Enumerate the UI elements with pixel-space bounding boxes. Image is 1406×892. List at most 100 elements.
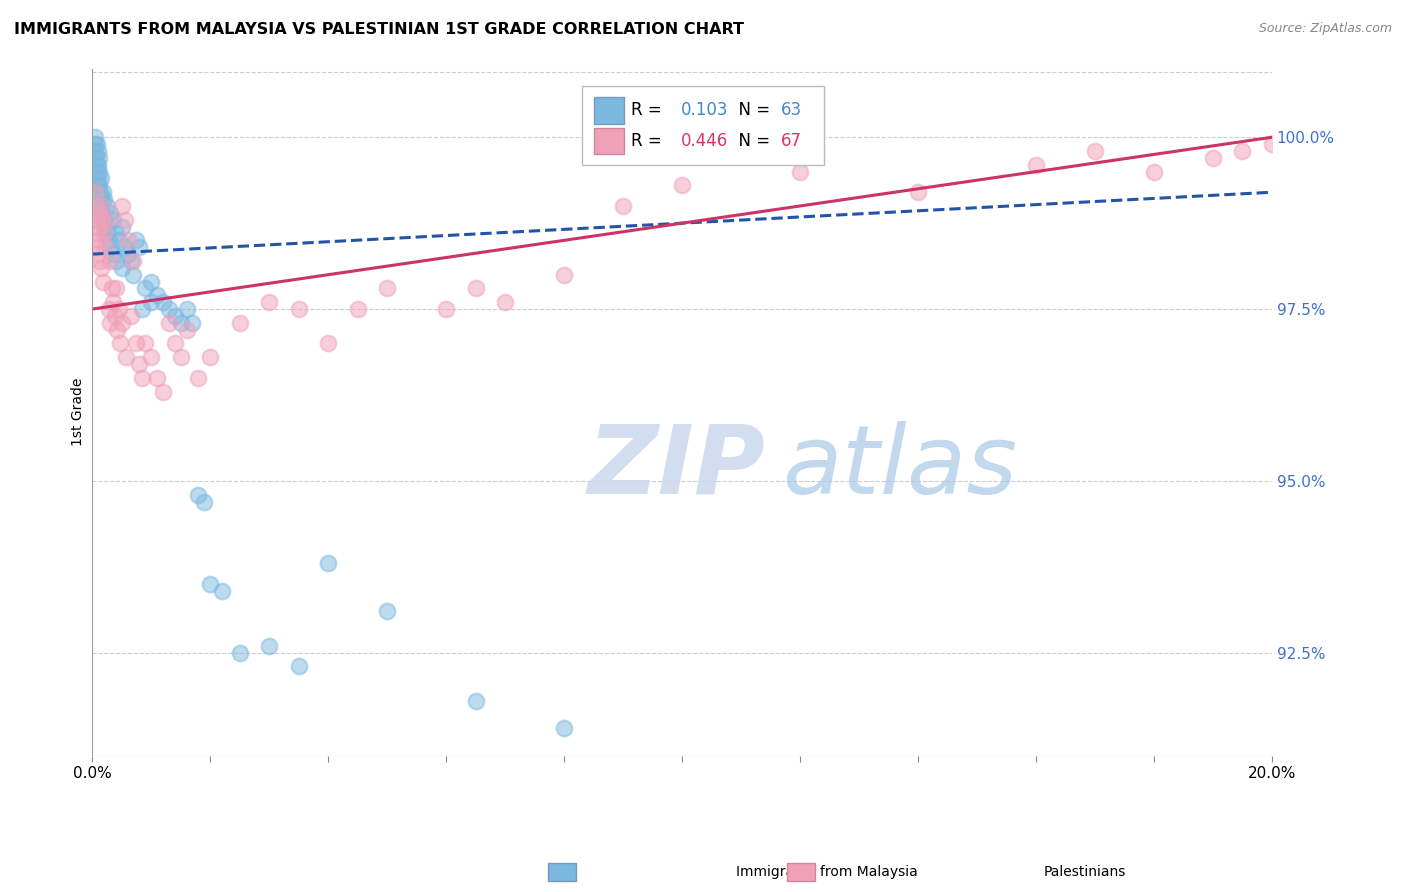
Point [163,336,186,351]
Text: ZIP: ZIP [588,421,765,514]
Point [187,488,209,502]
Point [1084,144,1107,158]
Text: N =: N = [728,102,776,120]
Point [117,233,139,247]
Point [87,206,110,220]
Point [494,295,516,310]
Point [86,158,108,172]
Point [105,323,128,337]
Point [87,171,110,186]
Point [86,151,108,165]
Point [96,199,118,213]
Point [141,295,163,310]
Point [187,371,209,385]
Point [111,260,134,275]
Point [128,357,150,371]
Point [96,212,118,227]
Point [111,316,134,330]
Point [101,212,124,227]
Point [89,254,111,268]
Point [107,233,129,247]
Point [671,178,693,193]
Point [131,371,153,385]
Point [93,212,115,227]
Point [114,212,136,227]
Point [169,350,191,364]
Text: 0.103: 0.103 [681,102,728,120]
Point [228,316,250,330]
Point [316,557,339,571]
Point [107,301,129,316]
Point [789,164,811,178]
Point [257,639,280,653]
Point [1261,137,1284,152]
Point [117,247,139,261]
Point [98,254,121,268]
Point [346,301,368,316]
Point [181,316,204,330]
Point [87,144,110,158]
Point [93,192,115,206]
Point [104,254,127,268]
Point [93,227,115,241]
Point [152,295,174,310]
Point [163,309,186,323]
FancyBboxPatch shape [593,97,624,123]
Point [101,295,124,310]
Point [553,268,575,282]
Point [287,301,309,316]
Point [1143,164,1166,178]
Point [104,281,127,295]
Point [91,186,114,200]
Point [141,350,163,364]
Point [86,137,108,152]
Point [94,240,117,254]
Point [120,254,142,268]
Point [125,336,148,351]
Point [228,646,250,660]
Text: N =: N = [728,132,776,150]
Point [86,227,108,241]
Point [90,199,112,213]
Point [211,583,233,598]
Point [90,199,112,213]
Point [157,316,180,330]
Point [84,212,107,227]
Point [434,301,457,316]
Point [98,240,121,254]
Point [87,158,110,172]
Point [87,219,110,234]
Point [464,281,486,295]
Point [134,281,156,295]
Point [101,247,124,261]
Point [84,186,107,200]
Point [134,336,156,351]
Point [91,275,114,289]
Point [146,371,169,385]
Point [1232,144,1254,158]
Text: Immigrants from Malaysia: Immigrants from Malaysia [735,865,917,880]
Point [90,192,112,206]
Point [198,577,221,591]
Point [89,178,111,193]
Point [104,227,127,241]
Text: R =: R = [631,102,668,120]
Point [1202,151,1225,165]
Point [1025,158,1047,172]
Y-axis label: 1st Grade: 1st Grade [72,378,86,446]
Text: 0.446: 0.446 [681,132,728,150]
Text: 67: 67 [782,132,803,150]
Point [110,336,132,351]
Point [316,336,339,351]
Point [122,254,145,268]
Point [141,275,163,289]
Point [89,164,111,178]
Point [375,281,398,295]
Point [120,309,142,323]
Point [111,199,134,213]
Point [84,137,107,152]
Point [152,384,174,399]
Point [122,268,145,282]
Text: Source: ZipAtlas.com: Source: ZipAtlas.com [1258,22,1392,36]
Point [176,323,198,337]
